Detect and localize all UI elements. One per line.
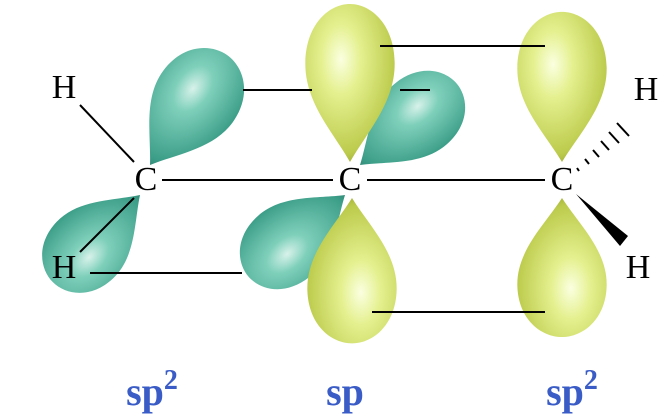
hashed-bond [576, 122, 630, 172]
yellow-lobe [517, 11, 607, 162]
bond [79, 104, 135, 163]
atom-label: C [551, 161, 574, 198]
label-base: sp [326, 369, 364, 414]
atom-label: C [339, 161, 362, 198]
atom-label: H [634, 71, 659, 108]
bonds [79, 45, 630, 313]
atom-label: H [52, 249, 77, 286]
atom-label: C [135, 161, 158, 198]
orbitals [24, 4, 607, 344]
atoms: H H C C C H H [52, 69, 659, 286]
atom-label: H [52, 69, 77, 106]
wedge-bond [576, 194, 628, 246]
label-base: sp [546, 369, 584, 414]
atom-label: H [626, 249, 651, 286]
label-superscript: 2 [164, 365, 178, 396]
hybridization-label: sp [326, 369, 364, 414]
hybridization-labels: sp2 sp sp2 [126, 365, 598, 414]
label-superscript: 2 [584, 365, 598, 396]
hybridization-label: sp2 [126, 365, 178, 414]
label-base: sp [126, 369, 164, 414]
bond [79, 197, 135, 253]
hybridization-label: sp2 [546, 365, 598, 414]
yellow-lobe [517, 198, 607, 338]
